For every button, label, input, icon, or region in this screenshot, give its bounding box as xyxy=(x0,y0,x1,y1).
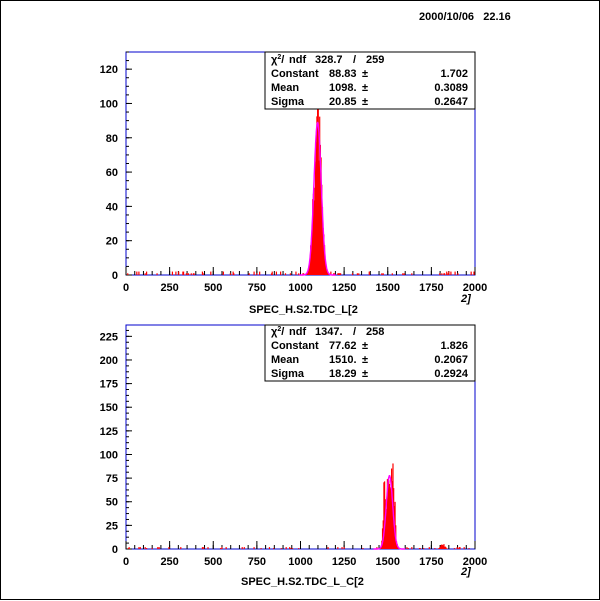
y-tick-label: 60 xyxy=(106,167,118,179)
y-tick-label: 75 xyxy=(106,473,118,485)
x-tick-label: 500 xyxy=(204,556,222,568)
stats-pm: ± xyxy=(362,68,368,80)
fit-curve xyxy=(299,121,336,276)
stats-box-frame xyxy=(264,51,476,110)
x-tick-label: 750 xyxy=(248,556,266,568)
x-tick-label: 1750 xyxy=(419,556,443,568)
datestamp: 2000/10/06 22.16 xyxy=(419,11,511,23)
stats-chi2-symbol: χ2/ xyxy=(271,326,284,338)
y-tick-label: 80 xyxy=(106,133,118,145)
y-tick-label: 120 xyxy=(100,64,118,76)
x-tick-label: 250 xyxy=(160,282,178,294)
stats-pm: ± xyxy=(362,340,368,352)
stats-row-name: Constant xyxy=(271,340,319,352)
histogram-bars xyxy=(127,463,470,549)
x-axis-title: SPEC_H.S2.TDC_L_C[2 xyxy=(241,576,364,588)
stats-ndf-value: 259 xyxy=(366,54,384,66)
stats-row-value: 88.83 xyxy=(329,68,357,80)
y-tick-label: 100 xyxy=(100,449,118,461)
x-axis-title: SPEC_H.S2.TDC_L[2 xyxy=(249,304,358,316)
x-tick-label: 1250 xyxy=(332,282,356,294)
stats-row-error: 0.2647 xyxy=(434,96,468,108)
stats-row-value: 77.62 xyxy=(329,340,357,352)
stats-row-name: Constant xyxy=(271,68,319,80)
fit-line xyxy=(373,475,406,550)
stats-pm: ± xyxy=(362,368,368,380)
x-tick-label: 250 xyxy=(160,556,178,568)
y-tick-label: 125 xyxy=(100,426,118,438)
y-tick-label: 25 xyxy=(106,520,118,532)
stats-row-name: Sigma xyxy=(271,96,305,108)
stats-row-error: 1.826 xyxy=(440,340,468,352)
y-tick-label: 175 xyxy=(100,379,118,391)
stats-row-value: 1098. xyxy=(329,82,357,94)
x-tick-label: 0 xyxy=(123,282,129,294)
x-tick-label: 750 xyxy=(248,282,266,294)
histogram-panel-1: 0 20 40 60 80 100 120 0 250 500 750 1000 1250 1500 17… xyxy=(100,51,487,316)
stats-chi2-label: ndf xyxy=(289,54,306,66)
stats-ndf-value: 258 xyxy=(366,326,384,338)
x-tick-label: 2000 xyxy=(463,556,487,568)
stats-row-value: 1510. xyxy=(329,354,357,366)
x-tick-label: 500 xyxy=(204,282,222,294)
stats-row-error: 1.702 xyxy=(440,68,468,80)
stats-chi2-label: ndf xyxy=(289,326,306,338)
stats-pm: ± xyxy=(362,96,368,108)
stats-box: χ2/ ndf 1347. / 258 Constant 77.62 ± 1.8… xyxy=(264,324,476,382)
x-tick-label: 1250 xyxy=(332,556,356,568)
x-tick-label: 1000 xyxy=(288,282,312,294)
x-axis: 0 250 500 750 1000 1250 1500 1750 2000 xyxy=(123,541,487,568)
fit-line xyxy=(299,121,336,276)
stats-chi2-slash: / xyxy=(353,54,356,66)
x-tick-label: 1500 xyxy=(376,282,400,294)
stats-row-name: Sigma xyxy=(271,368,305,380)
stats-chi2-symbol: χ2/ xyxy=(271,54,284,66)
y-tick-label: 225 xyxy=(100,331,118,343)
stats-box: χ2/ ndf 328.7 / 259 Constant 88.83 ± 1.7… xyxy=(264,51,476,110)
x-axis-title-suffix: 2] xyxy=(460,566,471,578)
y-axis: 0 20 40 60 80 100 120 xyxy=(100,51,132,282)
stats-chi2-value: 1347. xyxy=(315,326,343,338)
y-tick-label: 50 xyxy=(106,497,118,509)
stats-row-error: 0.2067 xyxy=(434,354,468,366)
y-tick-label: 0 xyxy=(112,544,118,556)
y-tick-label: 0 xyxy=(112,270,118,282)
x-tick-label: 2000 xyxy=(463,282,487,294)
stats-pm: ± xyxy=(362,82,368,94)
fit-curve xyxy=(373,475,406,550)
histogram-bars xyxy=(127,91,475,275)
stats-row-name: Mean xyxy=(271,82,299,94)
stats-chi2-value: 328.7 xyxy=(315,54,343,66)
x-axis: 0 250 500 750 1000 1250 1500 1750 2000 xyxy=(123,267,487,294)
stats-pm: ± xyxy=(362,354,368,366)
stats-chi2-slash: / xyxy=(353,326,356,338)
stats-row-error: 0.3089 xyxy=(434,82,468,94)
x-tick-label: 0 xyxy=(123,556,129,568)
x-tick-label: 1750 xyxy=(419,282,443,294)
histogram-panel-2: 0 25 50 75 100 125 150 175 200 225 0 250 500 750 1000… xyxy=(100,324,487,588)
y-tick-label: 200 xyxy=(100,355,118,367)
stats-row-value: 20.85 xyxy=(329,96,357,108)
stats-row-error: 0.2924 xyxy=(434,368,469,380)
y-tick-label: 20 xyxy=(106,236,118,248)
y-tick-label: 100 xyxy=(100,98,118,110)
x-axis-title-suffix: 2] xyxy=(460,293,471,305)
x-tick-label: 1000 xyxy=(288,556,312,568)
y-axis: 0 25 50 75 100 125 150 175 200 225 xyxy=(100,329,132,556)
stats-box-frame xyxy=(264,324,476,382)
x-tick-label: 1500 xyxy=(376,556,400,568)
stats-row-value: 18.29 xyxy=(329,368,357,380)
y-tick-label: 40 xyxy=(106,201,118,213)
y-tick-label: 150 xyxy=(100,402,118,414)
stats-row-name: Mean xyxy=(271,354,299,366)
